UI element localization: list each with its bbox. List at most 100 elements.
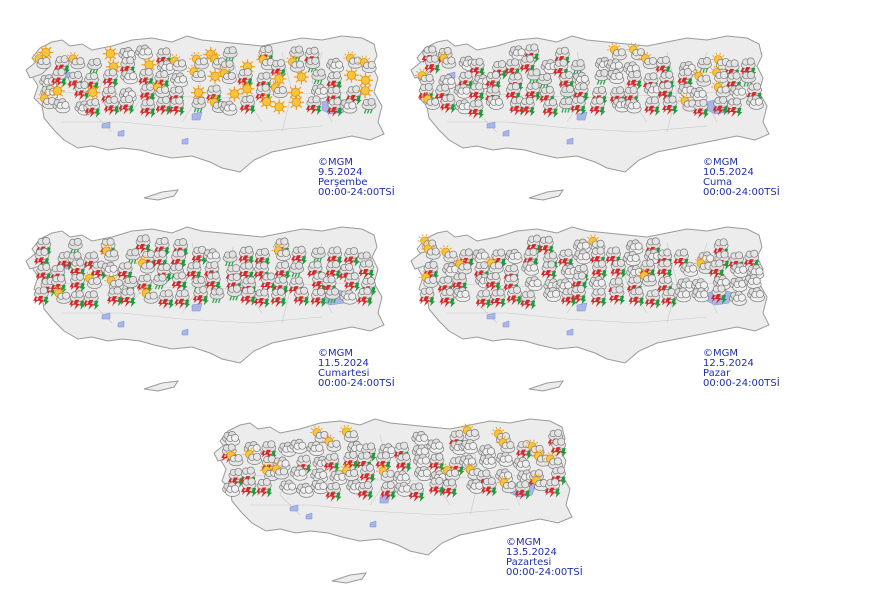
cloud-icon	[508, 45, 527, 61]
storm-icon	[119, 56, 136, 76]
storm-icon	[505, 82, 522, 102]
map-caption: ©MGM 11.5.2024 Cumartesi 00:00-24:00TSİ	[318, 349, 395, 389]
storm-icon	[325, 260, 342, 280]
storm-icon	[712, 96, 729, 116]
storm-icon	[475, 469, 492, 489]
cloud-icon	[413, 453, 431, 469]
date-label: 13.5.2024	[506, 547, 557, 558]
storm-icon	[326, 97, 343, 117]
storm-icon	[255, 83, 272, 104]
storm-icon	[673, 248, 690, 269]
storm-icon	[310, 287, 327, 308]
sun-icon	[226, 86, 242, 102]
storm-icon	[424, 54, 441, 75]
partly-cloudy-icon	[99, 244, 119, 262]
cloud-icon	[743, 273, 762, 289]
storm-icon	[360, 276, 377, 297]
storm-icon	[540, 260, 557, 280]
cloud-icon	[697, 251, 716, 267]
storm-icon	[743, 249, 760, 270]
cloud-icon	[524, 276, 543, 292]
showers-icon	[222, 46, 238, 62]
storm-icon	[118, 95, 135, 115]
partly-cloudy-icon	[460, 423, 480, 441]
storm-icon	[119, 287, 136, 308]
day-label: Pazartesi	[506, 557, 552, 568]
storm-icon	[326, 71, 343, 91]
copyright-label: ©MGM	[506, 537, 542, 548]
cloud-icon	[310, 467, 329, 483]
storm-icon	[440, 93, 457, 114]
storm-icon	[186, 261, 203, 281]
storm-icon	[610, 259, 627, 279]
cloud-icon	[306, 440, 325, 456]
storm-icon	[655, 56, 672, 76]
storm-icon	[570, 285, 587, 305]
storm-icon	[270, 59, 287, 79]
day-label: Pazar	[703, 368, 731, 379]
partly-cloudy-icon	[484, 256, 504, 274]
storm-icon	[591, 259, 608, 280]
cloud-icon	[279, 479, 297, 495]
storm-icon	[490, 248, 507, 269]
storm-icon	[357, 481, 374, 501]
cloud-icon	[673, 287, 691, 303]
partly-cloudy-icon	[242, 447, 262, 465]
partly-cloudy-icon	[189, 52, 209, 70]
storm-icon	[139, 98, 156, 118]
partly-cloudy-icon	[375, 464, 396, 482]
storm-icon	[514, 480, 531, 500]
cloud-icon	[588, 275, 607, 291]
storm-icon	[605, 246, 622, 266]
storm-icon	[506, 285, 523, 306]
cloud-icon	[643, 82, 662, 98]
cloud-icon	[747, 287, 765, 303]
cloud-icon	[278, 441, 296, 457]
sun-icon	[190, 85, 206, 101]
partly-cloudy-icon	[529, 473, 549, 492]
cloud-icon	[478, 453, 497, 469]
storm-icon	[158, 289, 175, 309]
forecast-map-day-1: ©MGM 9.5.2024 Perşembe 00:00-24:00TSİ	[22, 22, 395, 202]
storm-icon	[358, 259, 375, 280]
storm-icon	[323, 452, 340, 473]
storm-icon	[726, 97, 743, 117]
partly-cloudy-icon	[256, 52, 276, 71]
sun-icon	[239, 81, 255, 97]
storm-icon	[343, 247, 360, 267]
cloud-icon	[135, 44, 153, 60]
storm-icon	[33, 286, 50, 306]
storm-icon	[550, 437, 567, 458]
storm-icon	[423, 260, 440, 281]
cloud-icon	[605, 58, 624, 74]
cloud-icon	[222, 481, 240, 497]
partly-cloudy-icon	[37, 91, 57, 109]
showers-icon	[361, 97, 377, 114]
partly-cloudy-icon	[421, 242, 441, 260]
cloud-icon	[691, 287, 710, 303]
storm-icon	[439, 288, 456, 308]
forecast-map-day-2: ©MGM 10.5.2024 Cuma 00:00-24:00TSİ	[407, 22, 780, 202]
cloud-icon	[426, 438, 445, 454]
storm-icon	[557, 248, 574, 269]
partly-cloudy-icon	[607, 43, 627, 61]
storm-icon	[33, 247, 50, 268]
storm-icon	[274, 260, 291, 281]
cloud-icon	[543, 286, 561, 302]
storm-icon	[305, 95, 322, 115]
partly-cloudy-icon	[452, 257, 473, 275]
showers-icon	[594, 69, 610, 85]
partly-cloudy-icon	[31, 51, 52, 70]
turkey-map	[25, 35, 385, 201]
storm-icon	[253, 288, 270, 308]
cloud-icon	[471, 248, 490, 264]
storm-icon	[135, 234, 152, 254]
storm-icon	[69, 258, 86, 279]
storm-icon	[590, 287, 607, 308]
storm-icon	[542, 98, 559, 118]
storm-icon	[203, 260, 220, 281]
cloud-icon	[512, 456, 531, 472]
storm-icon	[325, 482, 342, 502]
storm-icon	[304, 46, 321, 67]
partly-cloudy-icon	[691, 69, 712, 87]
